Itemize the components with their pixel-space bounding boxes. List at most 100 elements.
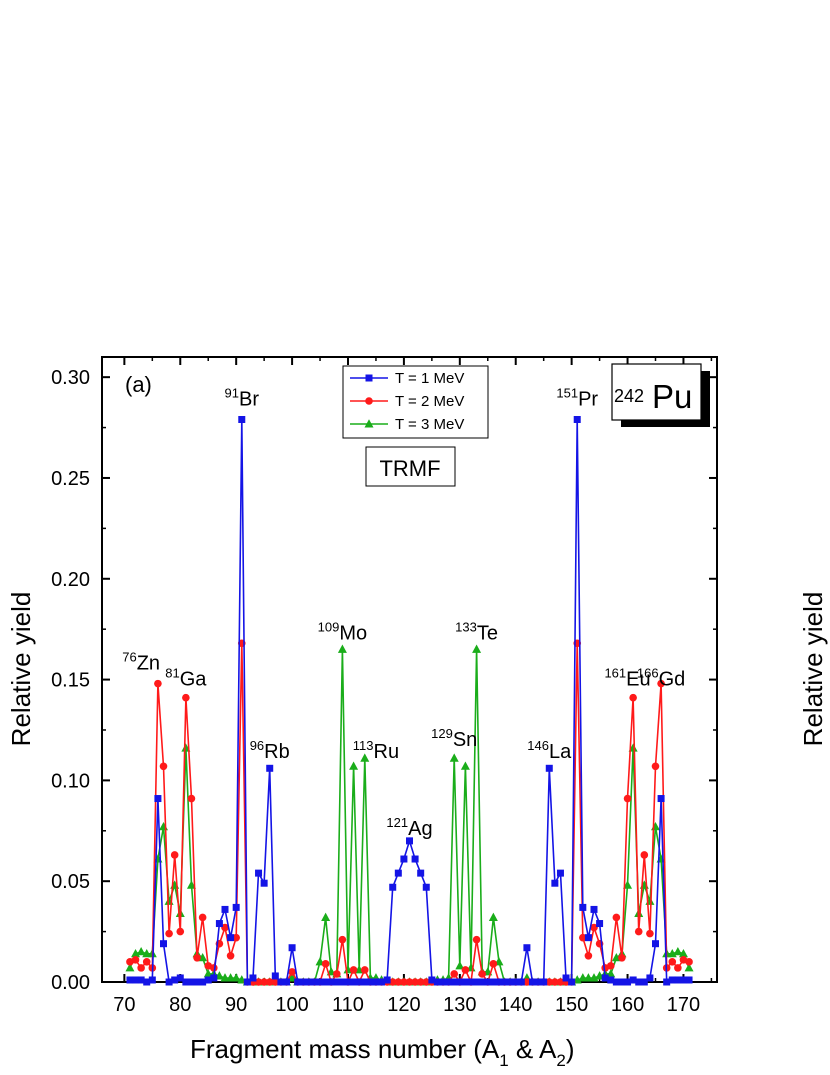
data-point: [159, 762, 168, 771]
x-axis-title-main: Fragment mass number (A: [190, 1034, 500, 1064]
data-point: [389, 883, 397, 891]
isotope-label: 129Sn: [431, 726, 477, 751]
data-point: [685, 976, 693, 984]
data-point: [673, 946, 683, 956]
data-point: [489, 978, 497, 986]
data-point: [271, 972, 279, 980]
data-point: [601, 974, 609, 982]
data-point: [299, 978, 307, 986]
data-point: [143, 978, 151, 986]
x-axis-title-mid: & A: [509, 1034, 557, 1064]
isotope-symbol: Ga: [180, 669, 208, 691]
data-point: [400, 855, 408, 863]
data-point: [349, 761, 359, 770]
y-tick-labels: 0.00 0.05 0.10 0.15 0.20 0.25 0.30: [51, 367, 90, 994]
data-point: [243, 978, 251, 986]
data-point: [283, 978, 290, 986]
x-tick-label: 70: [113, 994, 135, 1016]
data-point: [255, 869, 263, 877]
data-point: [556, 869, 564, 877]
data-point: [422, 883, 430, 891]
data-point: [126, 976, 134, 984]
data-point: [154, 795, 162, 803]
data-point: [136, 946, 146, 956]
legend-swatch-marker: [364, 419, 374, 428]
data-point: [260, 879, 268, 887]
data-point: [606, 962, 615, 970]
nucleus-symbol: Pu: [652, 378, 692, 415]
data-point: [182, 978, 190, 986]
data-point: [171, 976, 179, 984]
data-point: [551, 879, 559, 887]
data-point: [461, 978, 469, 986]
data-point: [288, 968, 296, 976]
data-point: [473, 978, 481, 986]
data-point: [612, 913, 621, 922]
data-point: [450, 978, 458, 986]
legend-swatch-marker: [365, 374, 373, 382]
data-point: [232, 933, 240, 942]
data-point: [260, 978, 268, 986]
series-1: [126, 416, 693, 986]
nucleus-mass: 242: [614, 386, 644, 406]
isotope-symbol: Eu: [626, 669, 650, 691]
data-point: [182, 693, 190, 702]
data-point: [406, 837, 413, 845]
data-point: [310, 978, 318, 986]
data-point: [198, 913, 207, 922]
model-label-box: TRMF: [365, 446, 456, 487]
data-point: [405, 978, 414, 986]
y-tick-label: 0.30: [51, 367, 90, 389]
series-line: [130, 419, 689, 984]
y-tick-label: 0.20: [51, 569, 90, 591]
data-point: [170, 851, 179, 859]
data-point: [607, 976, 615, 984]
data-point: [506, 978, 514, 986]
data-point: [321, 912, 331, 921]
x-tick-label: 170: [667, 994, 700, 1016]
isotope-label: 166Gd: [637, 666, 685, 691]
data-point: [142, 958, 151, 966]
data-point: [321, 960, 330, 968]
data-point: [160, 940, 167, 948]
isotope-label: 151Pr: [556, 385, 598, 410]
isotope-mass: 133: [455, 619, 477, 634]
data-point: [266, 764, 274, 772]
x-tick-labels: 70 80 90 100 110 120 130 140 150 160 170: [113, 994, 700, 1016]
plot-area: 70 80 90 100 110 120 130 140 150 160 170 0.000.050…: [51, 356, 718, 1016]
nucleus-label-frame: [611, 363, 702, 421]
data-point: [678, 948, 688, 958]
x-axis-title: Fragment mass number (A1 & A2): [190, 1034, 575, 1070]
nucleus-label-box: 242 Pu: [611, 363, 710, 427]
data-point: [159, 821, 168, 831]
data-point: [540, 978, 548, 986]
data-point: [294, 978, 302, 986]
data-point: [545, 764, 553, 772]
data-point: [584, 934, 592, 942]
data-point: [579, 903, 587, 911]
isotope-symbol: Ru: [374, 741, 400, 763]
data-point: [685, 958, 693, 966]
data-point: [388, 978, 397, 986]
data-point: [337, 644, 347, 653]
x-axis-title-sub1: 1: [499, 1051, 508, 1070]
data-point: [640, 978, 648, 986]
x-tick-label: 130: [443, 994, 476, 1016]
y-tick-label: 0.10: [51, 770, 90, 792]
data-point: [187, 978, 195, 986]
panel-label: (a): [125, 372, 152, 397]
data-point: [495, 978, 503, 986]
data-point: [634, 927, 643, 936]
data-point: [596, 920, 604, 928]
data-point: [584, 951, 593, 960]
data-point: [176, 927, 185, 936]
data-point: [204, 976, 212, 984]
data-point: [568, 978, 576, 986]
data-point: [193, 954, 201, 962]
legend-label: T = 2 MeV: [395, 393, 464, 410]
isotope-mass: 81: [165, 666, 179, 681]
data-point: [271, 978, 280, 986]
data-point: [663, 978, 671, 986]
legend-swatch-marker: [365, 397, 373, 405]
data-point: [512, 978, 520, 986]
